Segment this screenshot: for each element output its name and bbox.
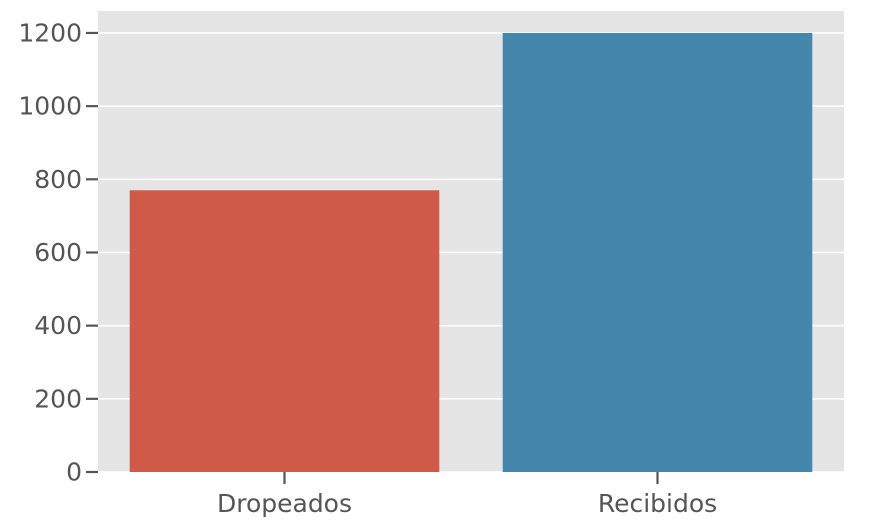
- bar-recibidos: [502, 32, 813, 472]
- x-axis: Dropeados Recibidos: [217, 472, 717, 518]
- y-tick-label-400: 400: [34, 311, 82, 340]
- y-tick-label-600: 600: [34, 238, 82, 267]
- y-tick-label-1200: 1200: [18, 18, 82, 47]
- bar-dropeados: [129, 190, 440, 472]
- y-tick-label-200: 200: [34, 384, 82, 413]
- y-axis: 0 200 400 600 800 1000 1200: [18, 18, 98, 487]
- x-tick-label-dropeados: Dropeados: [217, 489, 352, 518]
- y-tick-label-0: 0: [66, 458, 82, 487]
- bars: [129, 32, 813, 472]
- x-tick-label-recibidos: Recibidos: [598, 489, 717, 518]
- y-tick-label-800: 800: [34, 165, 82, 194]
- y-tick-label-1000: 1000: [18, 92, 82, 121]
